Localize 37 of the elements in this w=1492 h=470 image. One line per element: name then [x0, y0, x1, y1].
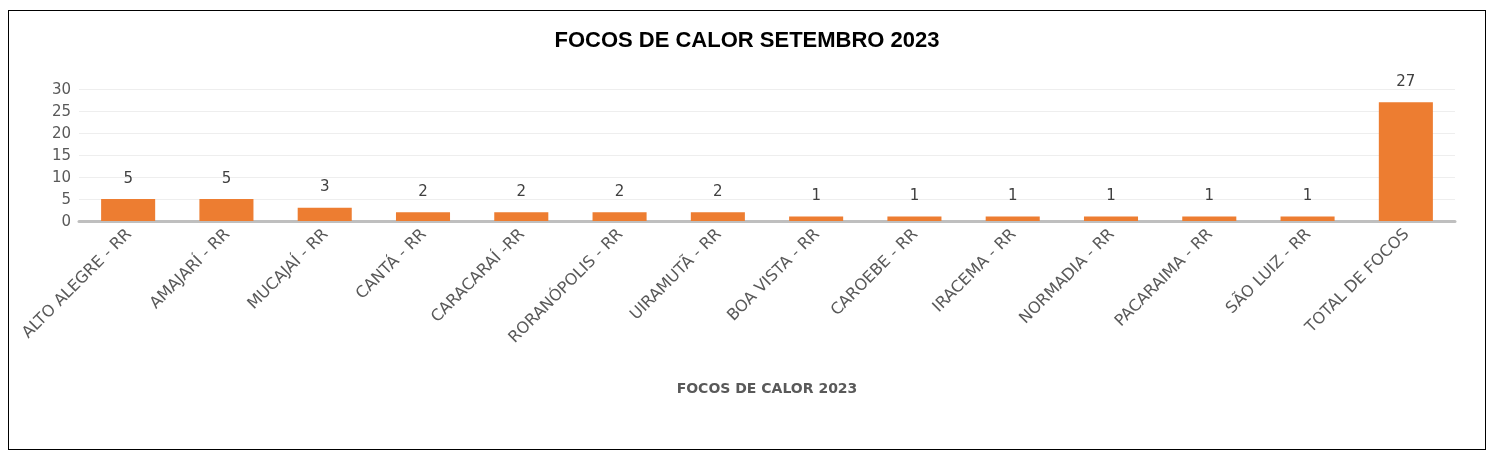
chart-title: FOCOS DE CALOR SETEMBRO 2023	[554, 26, 940, 52]
bar	[297, 207, 352, 221]
bar	[690, 212, 745, 221]
data-label: 1	[1204, 186, 1215, 205]
y-tick-label: 0	[61, 212, 71, 230]
y-tick-label: 10	[51, 168, 71, 186]
data-label: 1	[1106, 186, 1116, 205]
data-label: 3	[319, 177, 330, 196]
bar	[1280, 216, 1335, 221]
data-label: 2	[418, 181, 428, 200]
bar	[985, 216, 1040, 221]
data-label: 27	[1396, 71, 1416, 90]
bar	[1182, 216, 1237, 221]
data-label: 2	[713, 181, 723, 200]
data-label: 2	[516, 181, 527, 200]
bar	[789, 216, 844, 221]
data-label: 2	[614, 181, 625, 200]
bar	[1083, 216, 1139, 221]
bar	[592, 212, 647, 221]
bar	[101, 199, 156, 221]
bar	[395, 212, 451, 221]
bar	[199, 199, 254, 221]
data-label: 5	[221, 168, 232, 187]
y-tick-label: 5	[61, 190, 71, 208]
y-tick-label: 25	[51, 102, 71, 120]
data-label: 5	[123, 168, 133, 187]
data-label: 1	[909, 186, 920, 205]
bar	[494, 212, 549, 221]
data-label: 1	[1302, 186, 1313, 205]
y-tick-label: 30	[51, 80, 71, 98]
y-tick-label: 20	[51, 124, 71, 142]
y-tick-label: 15	[51, 146, 71, 164]
data-label: 1	[1007, 186, 1018, 205]
data-label: 1	[811, 186, 821, 205]
bar	[887, 216, 942, 221]
bar	[1378, 102, 1433, 221]
x-axis-title: FOCOS DE CALOR 2023	[676, 380, 858, 396]
